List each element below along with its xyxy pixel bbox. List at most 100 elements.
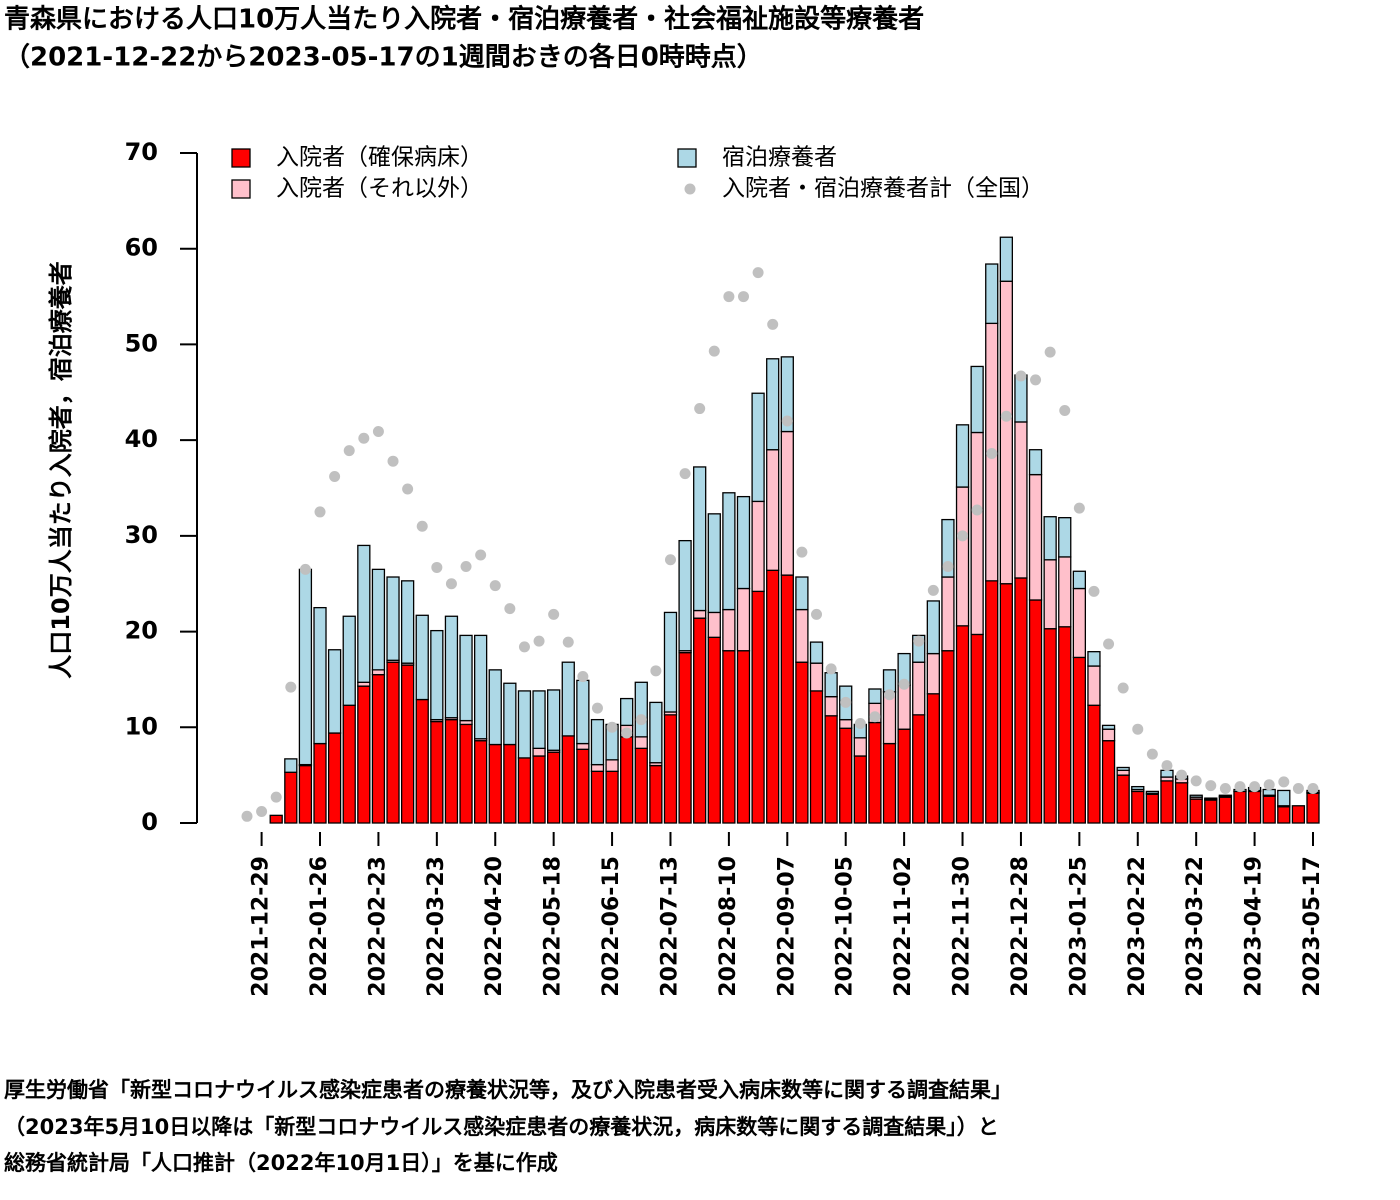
point bbox=[1249, 781, 1261, 793]
point bbox=[372, 426, 384, 438]
bar-segment bbox=[488, 669, 502, 746]
point bbox=[913, 635, 925, 647]
bar-segment bbox=[839, 727, 853, 824]
point bbox=[562, 636, 574, 648]
bar-segment bbox=[766, 569, 780, 824]
bar-segment bbox=[1043, 559, 1057, 630]
bar-segment bbox=[1116, 769, 1130, 776]
point bbox=[314, 506, 326, 518]
y-tick-label: 10 bbox=[125, 712, 158, 740]
bar-segment bbox=[576, 748, 590, 824]
bar-segment bbox=[809, 641, 824, 664]
bar-segment bbox=[736, 587, 751, 652]
bar-segment bbox=[576, 742, 590, 750]
bar-segment bbox=[1072, 656, 1087, 824]
bar-segment bbox=[327, 732, 342, 824]
bar-segment bbox=[955, 424, 970, 488]
bar-segment bbox=[941, 576, 955, 652]
point bbox=[635, 714, 647, 726]
bar-segment bbox=[547, 689, 561, 751]
point bbox=[241, 810, 253, 822]
x-tick-label: 2023-03-22 bbox=[1183, 856, 1208, 997]
bar-segment bbox=[473, 740, 488, 824]
x-tick-label: 2022-11-30 bbox=[950, 856, 975, 997]
point bbox=[1117, 682, 1129, 694]
bar-segment bbox=[284, 758, 298, 773]
y-tick-label: 30 bbox=[125, 521, 158, 549]
bar-segment bbox=[576, 679, 590, 745]
point bbox=[489, 580, 501, 592]
bar-segment bbox=[766, 449, 780, 571]
bar-segment bbox=[1058, 556, 1072, 628]
bar-segment bbox=[824, 672, 838, 698]
x-tick-label: 2023-05-17 bbox=[1300, 856, 1325, 997]
x-tick-label: 2021-12-29 bbox=[249, 856, 274, 997]
bar-segment bbox=[532, 755, 546, 824]
bar-segment bbox=[342, 704, 356, 824]
point bbox=[518, 641, 530, 653]
bar-segment bbox=[634, 747, 648, 824]
point bbox=[606, 721, 618, 733]
bar-segment bbox=[1218, 796, 1233, 824]
bar-segment bbox=[459, 634, 473, 722]
bar-segment bbox=[1131, 790, 1145, 824]
point bbox=[1278, 776, 1290, 788]
point bbox=[884, 689, 896, 701]
bar-segment bbox=[327, 649, 342, 734]
point bbox=[927, 584, 939, 596]
bar-segment bbox=[620, 697, 634, 727]
point bbox=[840, 696, 852, 708]
note: （2023年5月10日以降は「新型コロナウイルス感染症患者の療養状況，病床数等に… bbox=[4, 1115, 999, 1139]
bar-segment bbox=[386, 661, 400, 824]
y-tick-label: 0 bbox=[141, 808, 158, 836]
point bbox=[1030, 374, 1042, 386]
bar-segment bbox=[663, 611, 678, 713]
point bbox=[329, 471, 341, 483]
bar-segment bbox=[868, 721, 882, 824]
note: 厚生労働省「新型コロナウイルス感染症患者の療養状況等，及び入院患者受入病床数等に… bbox=[4, 1078, 1012, 1102]
bar-segment bbox=[926, 652, 940, 695]
bar-segment bbox=[882, 669, 897, 693]
bar-segment bbox=[955, 486, 970, 627]
bar-segment bbox=[722, 650, 736, 824]
point bbox=[621, 727, 633, 739]
bar-segment bbox=[853, 737, 867, 757]
point bbox=[1059, 404, 1071, 416]
legend-swatch bbox=[231, 148, 251, 168]
bar-segment bbox=[707, 611, 721, 638]
point bbox=[708, 345, 720, 357]
point bbox=[957, 530, 969, 542]
bar-segment bbox=[313, 606, 327, 745]
point bbox=[299, 563, 311, 575]
bar-segment bbox=[269, 814, 283, 824]
bar-segment bbox=[955, 625, 970, 824]
bar-segment bbox=[1174, 782, 1189, 824]
bar-segment bbox=[693, 466, 707, 612]
bar-segment bbox=[970, 431, 984, 636]
x-tick-label: 2022-02-23 bbox=[365, 856, 390, 997]
x-tick-label: 2023-01-25 bbox=[1066, 856, 1091, 997]
bar-segment bbox=[561, 735, 575, 824]
bar-segment bbox=[722, 492, 736, 611]
bar-segment bbox=[371, 673, 386, 824]
bar-segment bbox=[634, 681, 648, 738]
bar-segment bbox=[1145, 790, 1160, 794]
bar-segment bbox=[722, 608, 736, 652]
bar-segment bbox=[809, 662, 824, 692]
bar-segment bbox=[912, 661, 926, 716]
point bbox=[1146, 748, 1158, 760]
x-tick-label: 2022-07-13 bbox=[657, 856, 682, 997]
x-tick-label: 2023-04-19 bbox=[1242, 856, 1267, 997]
bar-segment bbox=[999, 583, 1013, 824]
bar-segment bbox=[999, 280, 1013, 585]
point bbox=[898, 678, 910, 690]
point bbox=[1205, 780, 1217, 792]
bar-segment bbox=[517, 690, 532, 759]
point bbox=[1234, 781, 1246, 793]
bar-segment bbox=[634, 736, 648, 749]
bar-segment bbox=[707, 513, 721, 614]
bar-segment bbox=[1101, 740, 1116, 824]
bar-segment bbox=[693, 617, 707, 824]
point bbox=[1103, 638, 1115, 650]
bar-segment bbox=[444, 718, 459, 824]
